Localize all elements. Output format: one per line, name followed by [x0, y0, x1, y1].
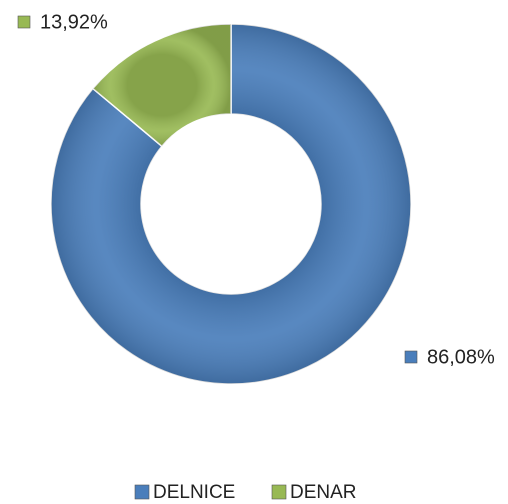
data-labels: 86,08% 13,92%: [17, 11, 495, 368]
data-label: 86,08%: [427, 346, 495, 368]
legend-label: DENAR: [290, 482, 357, 503]
legend-marker: [134, 484, 150, 500]
label-marker: [404, 350, 418, 364]
legend: DELNICE DENAR: [134, 482, 357, 503]
data-label: 13,92%: [40, 11, 108, 33]
donut: [50, 23, 412, 385]
label-marker: [17, 15, 31, 29]
legend-label: DELNICE: [153, 482, 235, 503]
legend-marker: [271, 484, 287, 500]
